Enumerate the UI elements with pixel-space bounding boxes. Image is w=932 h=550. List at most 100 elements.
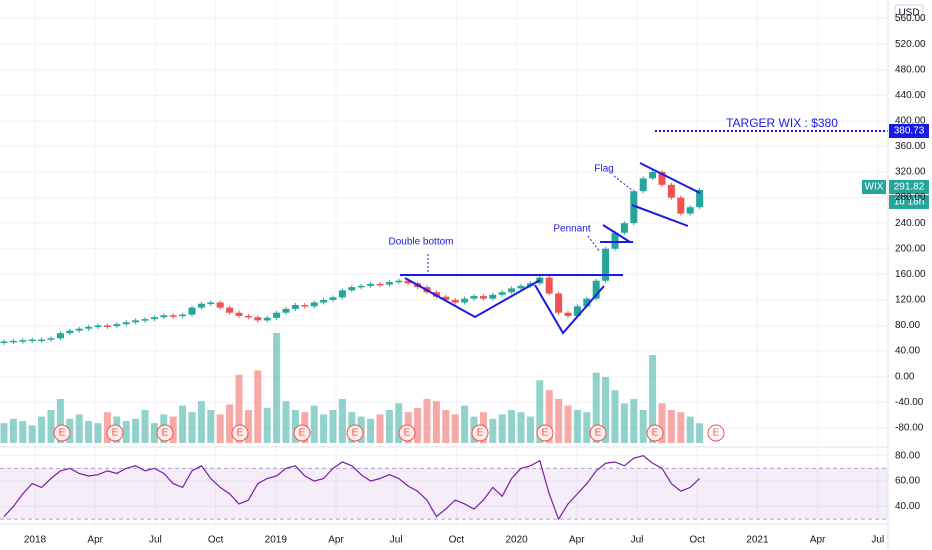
volume-bar bbox=[28, 425, 36, 443]
y-tick-label: 440.00 bbox=[895, 90, 926, 101]
y-tick-label: 400.00 bbox=[895, 116, 926, 127]
candle bbox=[630, 191, 638, 224]
symbol-badge bbox=[862, 180, 886, 194]
volume-bar bbox=[150, 423, 158, 443]
volume-bar bbox=[611, 390, 619, 443]
volume-bar bbox=[132, 418, 140, 443]
currency-badge[interactable] bbox=[894, 4, 924, 22]
bottom-1 bbox=[404, 277, 541, 319]
earnings-label: E bbox=[652, 428, 659, 439]
candle bbox=[85, 326, 93, 329]
candle bbox=[667, 184, 675, 198]
y-tick-label: 240.00 bbox=[895, 218, 926, 229]
volume-bar bbox=[602, 377, 610, 443]
earnings-badge bbox=[536, 424, 554, 442]
candle bbox=[160, 315, 168, 318]
candle bbox=[583, 298, 591, 307]
drawings bbox=[400, 162, 701, 335]
y-tick-label: 320.00 bbox=[895, 167, 926, 178]
volume-bar bbox=[395, 403, 403, 443]
candle bbox=[489, 294, 497, 299]
volume-bar bbox=[273, 333, 281, 443]
candle bbox=[649, 172, 657, 179]
target-price: 380.73 bbox=[894, 126, 925, 137]
volume-bar bbox=[536, 380, 544, 443]
double-bottom-label: Double bottom bbox=[388, 237, 453, 248]
candle bbox=[66, 330, 74, 334]
candle bbox=[348, 287, 356, 291]
y-tick-label: 520.00 bbox=[895, 39, 926, 50]
pennant-label: Pennant bbox=[553, 224, 590, 235]
candle bbox=[169, 315, 177, 317]
candle bbox=[442, 296, 450, 300]
volume-bar bbox=[432, 401, 440, 443]
countdown-badge bbox=[889, 195, 929, 209]
earnings-label: E bbox=[162, 428, 169, 439]
volume-bar bbox=[207, 410, 215, 443]
candle bbox=[122, 322, 130, 325]
candle bbox=[47, 338, 55, 340]
volume-bar bbox=[103, 412, 111, 443]
y-tick-label: -40.00 bbox=[895, 397, 924, 408]
candle bbox=[329, 297, 337, 300]
earnings-label: E bbox=[352, 428, 359, 439]
y-tick-label: 280.00 bbox=[895, 192, 926, 203]
candle bbox=[254, 317, 262, 321]
y-tick-label: 200.00 bbox=[895, 243, 926, 254]
volume-bar bbox=[141, 410, 149, 443]
volume-bar bbox=[169, 416, 177, 443]
volume-bar bbox=[385, 410, 393, 443]
currency: USD bbox=[898, 8, 919, 19]
volume-bar bbox=[620, 403, 628, 443]
candle bbox=[404, 280, 412, 284]
target-annotation: TARGER WIX : $380 bbox=[726, 116, 838, 130]
x-tick-label: Jul bbox=[390, 535, 403, 546]
earnings-badge bbox=[398, 424, 416, 442]
candle bbox=[686, 207, 694, 214]
volume-bar bbox=[19, 421, 27, 443]
volume-bar bbox=[75, 414, 83, 443]
volume-bar bbox=[197, 401, 205, 443]
earnings-badge bbox=[156, 424, 174, 442]
volume-bar bbox=[658, 403, 666, 443]
earnings-badge bbox=[106, 424, 124, 442]
earnings-badge bbox=[589, 424, 607, 442]
candle bbox=[301, 305, 309, 307]
candle bbox=[207, 302, 215, 304]
volume-bar bbox=[667, 410, 675, 443]
volume-bar bbox=[573, 410, 581, 443]
y-tick-label: -80.00 bbox=[895, 422, 924, 433]
volume-bar bbox=[38, 416, 46, 443]
candle bbox=[28, 339, 36, 342]
volume-bar bbox=[367, 418, 375, 443]
x-tick-label: 2021 bbox=[746, 535, 769, 546]
candle bbox=[244, 315, 252, 318]
flag-bottom bbox=[631, 204, 689, 227]
volume-bar bbox=[47, 410, 55, 443]
candle bbox=[573, 306, 581, 316]
candle bbox=[179, 314, 187, 317]
earnings-label: E bbox=[112, 428, 119, 439]
rsi-tick-label: 40.00 bbox=[895, 501, 920, 512]
volume-bar bbox=[310, 405, 318, 443]
volume-bar bbox=[179, 405, 187, 443]
candle bbox=[451, 299, 459, 303]
candle bbox=[367, 283, 375, 286]
earnings-label: E bbox=[542, 428, 549, 439]
volume-bar bbox=[291, 410, 299, 443]
volume-bar bbox=[282, 401, 290, 443]
x-tick-label: Apr bbox=[569, 535, 585, 546]
earnings-badge bbox=[231, 424, 249, 442]
volume-bar bbox=[489, 418, 497, 443]
volume-bar bbox=[94, 423, 102, 443]
x-tick-label: Jul bbox=[871, 535, 884, 546]
candle bbox=[273, 312, 281, 318]
volume-bar bbox=[677, 412, 685, 443]
countdown: 1d 18h bbox=[894, 197, 925, 208]
candle bbox=[188, 307, 196, 315]
candle bbox=[658, 172, 666, 185]
candle bbox=[56, 333, 64, 339]
volume-bar bbox=[414, 407, 422, 443]
candle bbox=[620, 223, 628, 233]
